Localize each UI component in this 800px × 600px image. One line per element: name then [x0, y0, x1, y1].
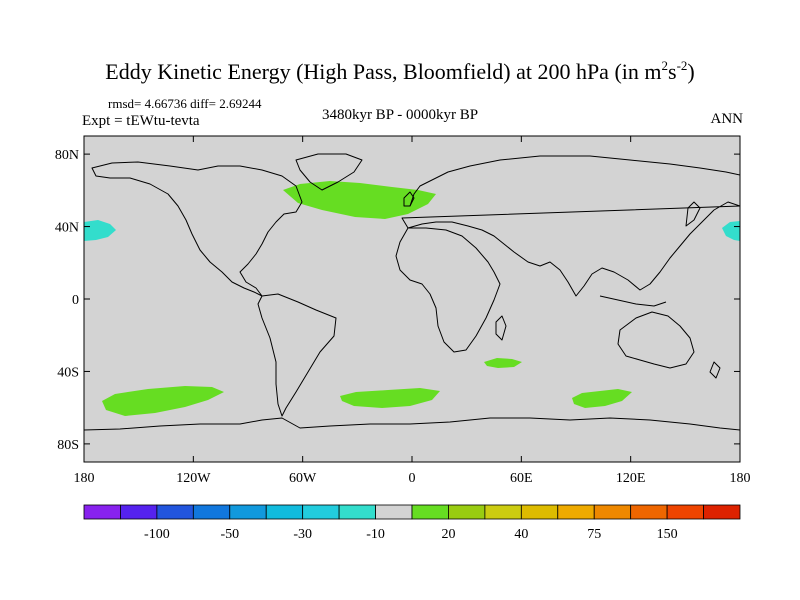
coast-australia: [617, 311, 695, 369]
lon-tick-label: 60W: [289, 471, 317, 486]
colorbar-box: [156, 504, 194, 520]
colorbar-box: [375, 504, 413, 520]
lat-tick-label: 0: [72, 293, 79, 308]
title-unit-s: s: [668, 59, 677, 84]
lon-tick-label: 0: [409, 471, 416, 486]
colorbar-box: [666, 504, 704, 520]
colorbar-label: -100: [144, 527, 170, 542]
colorbar-label: 75: [587, 527, 601, 542]
field-south-atlantic-positive: [340, 388, 440, 408]
colorbar-label: 20: [441, 527, 455, 542]
map-background: [84, 136, 740, 462]
lon-tick-label: 180: [74, 471, 95, 486]
lat-tick-label: 80N: [55, 148, 79, 163]
colorbar-box: [83, 504, 121, 520]
colorbar-box: [338, 504, 376, 520]
field-layer: [84, 181, 740, 416]
lat-tick-label: 80S: [57, 438, 79, 453]
colorbar-box: [448, 504, 486, 520]
colorbar-label: -30: [293, 527, 312, 542]
field-north-atlantic-positive: [283, 181, 436, 219]
lat-tick-label: 40S: [57, 365, 79, 380]
experiment-label: Expt = tEWtu-tevta: [82, 113, 200, 129]
title-text: Eddy Kinetic Energy (High Pass, Bloomfie…: [105, 59, 662, 84]
title-unit-sup2: -2: [676, 58, 688, 73]
lat-tick-label: 40N: [55, 221, 79, 236]
field-north-pacific-east-negative: [722, 221, 740, 241]
season-label: ANN: [710, 111, 744, 127]
title-unit-sup1: 2: [661, 58, 669, 73]
coast-greenland: [295, 153, 363, 191]
field-north-pacific-west-negative: [84, 220, 116, 241]
coast-south-america: [257, 293, 337, 417]
lon-tick-label: 60E: [510, 471, 533, 486]
coast-japan: [685, 201, 701, 227]
coast-antarctica: [84, 417, 740, 431]
colorbar-box: [593, 504, 632, 520]
colorbar-label: 40: [514, 527, 528, 542]
colorbar-label: 150: [657, 527, 678, 542]
coast-north-america: [91, 161, 303, 297]
colorbar-box: [520, 504, 559, 520]
map-title: Eddy Kinetic Energy (High Pass, Bloomfie…: [0, 58, 800, 85]
coast-indonesia: [599, 295, 667, 307]
coastlines: [84, 153, 740, 431]
colorbar-label: -50: [220, 527, 239, 542]
colorbar-box: [229, 504, 267, 520]
colorbar-box: [557, 504, 595, 520]
colorbar-box: [302, 504, 340, 520]
colorbar-box: [411, 504, 449, 520]
coast-africa: [395, 227, 501, 353]
field-south-pacific-positive: [102, 386, 224, 416]
coast-british-isles: [403, 191, 415, 207]
field-south-indian-west-positive: [484, 358, 522, 368]
lon-tick-label: 120E: [616, 471, 646, 486]
coast-madagascar: [495, 315, 507, 341]
colorbar: -100 -50 -30 -10 20 40 75 150: [83, 504, 741, 542]
colorbar-box: [120, 504, 158, 520]
colorbar-box: [192, 504, 231, 520]
colorbar-box: [484, 504, 522, 520]
lon-tick-label: 120W: [176, 471, 211, 486]
field-south-indian-east-positive: [572, 389, 632, 408]
coast-new-zealand: [709, 361, 721, 379]
title-close: ): [687, 59, 695, 84]
map-axes: 180 120W 60W 0 60E 120E 180 80N 40N 0 40S 80S: [55, 136, 751, 486]
stats-label: rmsd= 4.66736 diff= 2.69244: [108, 96, 262, 111]
colorbar-box: [703, 504, 741, 520]
colorbar-box: [265, 504, 304, 520]
lon-tick-label: 180: [730, 471, 751, 486]
period-label: 3480kyr BP - 0000kyr BP: [321, 107, 479, 123]
coast-eurasia: [401, 155, 740, 297]
colorbar-label: -10: [366, 527, 385, 542]
colorbar-box: [630, 504, 668, 520]
